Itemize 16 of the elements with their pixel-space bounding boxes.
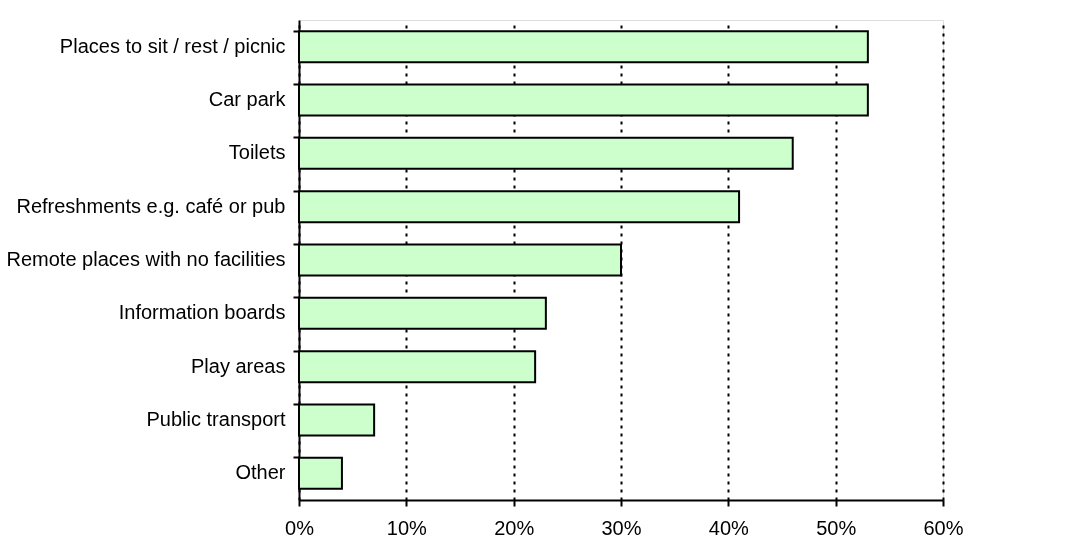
y-tick-label: Other: [235, 461, 286, 484]
y-tick-label: Play areas: [191, 354, 286, 377]
x-tick-label: 50%: [816, 516, 857, 539]
y-tick-label: Refreshments e.g. café or pub: [16, 194, 286, 217]
x-tick-label: 60%: [923, 516, 964, 539]
y-tick-label: Remote places with no facilities: [6, 248, 286, 270]
x-tick-label: 30%: [601, 516, 642, 539]
x-tick-label: 40%: [708, 516, 750, 539]
x-tick-label: 0%: [285, 516, 315, 539]
y-tick-label: Public transport: [146, 408, 286, 430]
x-tick-label: 10%: [386, 516, 428, 539]
y-tick-label: Places to sit / rest / picnic: [59, 34, 286, 57]
y-tick-label: Car park: [208, 88, 287, 110]
y-tick-label: Toilets: [228, 141, 286, 164]
y-tick-label: Information boards: [118, 301, 286, 324]
x-tick-label: 20%: [494, 516, 535, 539]
